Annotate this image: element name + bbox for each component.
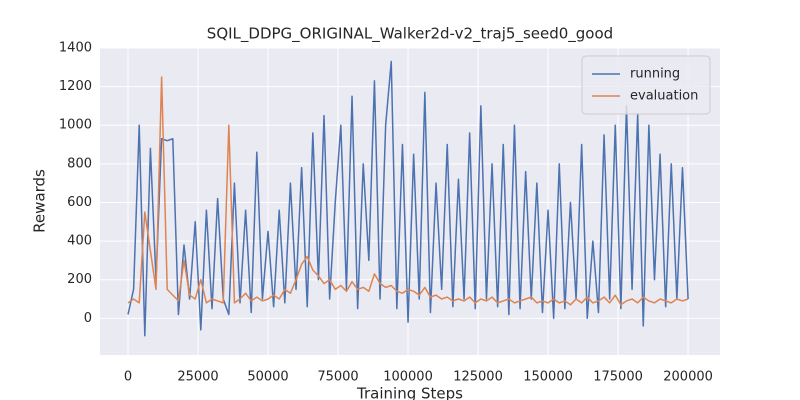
- x-tick-label: 50000: [247, 370, 288, 385]
- series-line: [127, 60, 689, 337]
- y-tick-label: 1000: [59, 118, 92, 133]
- x-tick-label: 25000: [177, 370, 218, 385]
- legend-box: [581, 55, 711, 115]
- y-tick-label: 1200: [59, 79, 92, 94]
- legend-label: running: [630, 67, 680, 82]
- chart-title: SQIL_DDPG_ORIGINAL_Walker2d-v2_traj5_see…: [207, 25, 613, 44]
- x-tick-label: 125000: [453, 370, 503, 385]
- legend-label: evaluation: [630, 89, 698, 104]
- y-tick-label: 400: [67, 234, 92, 249]
- y-tick-label: 200: [67, 272, 92, 287]
- x-tick-label: 100000: [383, 370, 433, 385]
- x-tick-label: 75000: [317, 370, 358, 385]
- x-tick-label: 150000: [523, 370, 573, 385]
- x-axis-label: Training Steps: [356, 385, 463, 400]
- series-line: [127, 76, 689, 306]
- y-axis-label: Rewards: [31, 169, 49, 233]
- x-tick-label: 0: [124, 370, 132, 385]
- x-tick-label: 200000: [663, 370, 713, 385]
- y-tick-label: 0: [84, 311, 92, 326]
- y-tick-label: 600: [67, 195, 92, 210]
- x-tick-label: 175000: [593, 370, 643, 385]
- y-tick-label: 800: [67, 156, 92, 171]
- y-tick-label: 1400: [59, 41, 92, 56]
